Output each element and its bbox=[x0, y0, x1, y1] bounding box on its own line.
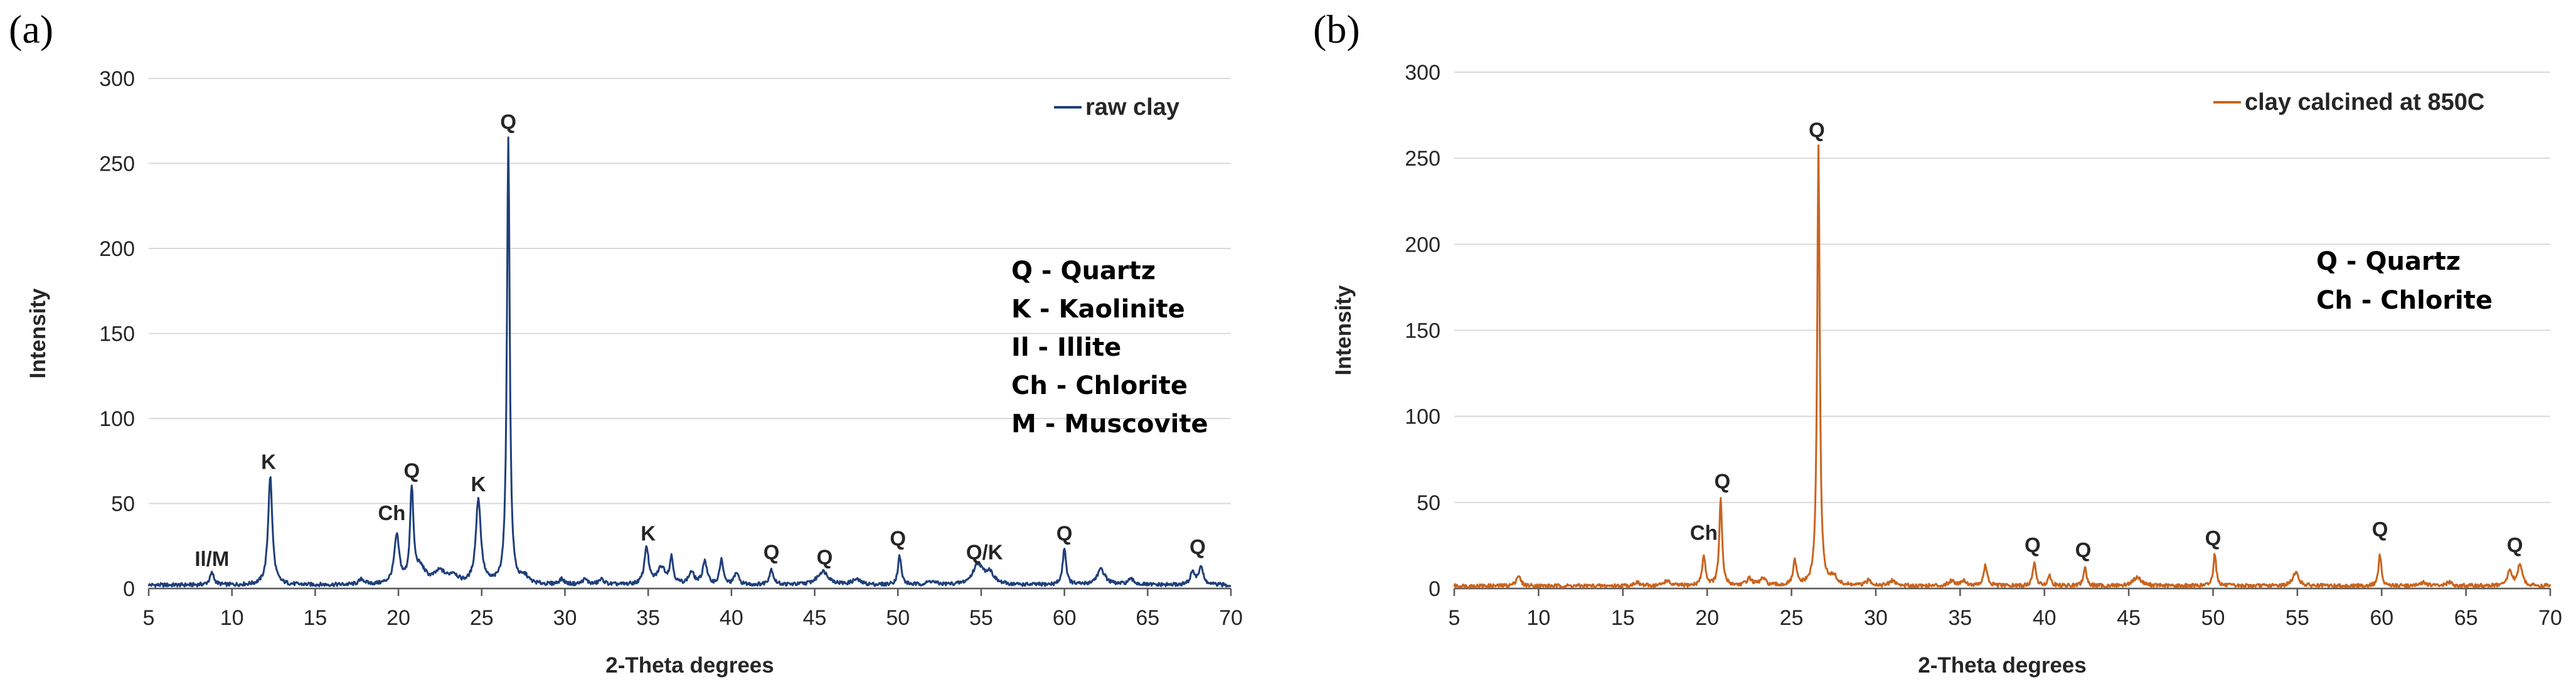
peak-label: Q bbox=[817, 545, 833, 568]
phase-key-entry: Ch - Chlorite bbox=[2316, 286, 2493, 315]
x-tick-label: 25 bbox=[470, 606, 494, 630]
x-tick-label: 30 bbox=[553, 606, 577, 630]
chart-panel-b: 0 50 100 150 200 250 300 5 10 15 20 25 30 35 40 45 50 55 6… bbox=[1313, 7, 2562, 678]
legend-label: clay calcined at 850C bbox=[2245, 89, 2484, 115]
x-tick-label: 5 bbox=[143, 606, 155, 630]
x-tick-label: 25 bbox=[1780, 606, 1804, 630]
peak-label: Ch bbox=[1690, 521, 1718, 545]
y-tick-label: 50 bbox=[1417, 491, 1440, 515]
y-tick-label: 250 bbox=[99, 152, 135, 176]
phase-key-entry: Q - Quartz bbox=[1011, 257, 1156, 285]
x-tick-label: 15 bbox=[1611, 606, 1635, 630]
x-tick-label: 50 bbox=[2201, 606, 2225, 630]
peak-label: Q bbox=[1809, 119, 1825, 142]
x-tick-label: 70 bbox=[2538, 606, 2562, 630]
x-tick-label: 20 bbox=[1695, 606, 1719, 630]
y-tick-label: 300 bbox=[1405, 61, 1440, 85]
peak-label: Q bbox=[2025, 533, 2041, 557]
y-tick-label: 300 bbox=[99, 67, 135, 91]
peak-label: K bbox=[261, 450, 276, 474]
x-tick-label: 55 bbox=[2286, 606, 2309, 630]
x-tick-label: 30 bbox=[1864, 606, 1888, 630]
x-tick-label: 40 bbox=[720, 606, 743, 630]
x-tick-label: 70 bbox=[1219, 606, 1243, 630]
phase-key-entry: Q - Quartz bbox=[2316, 247, 2461, 276]
x-tick-label: 55 bbox=[969, 606, 993, 630]
x-tick-label: 40 bbox=[2033, 606, 2057, 630]
x-tick-label: 45 bbox=[2117, 606, 2141, 630]
peak-label: Q bbox=[764, 540, 780, 563]
x-tick-label: 35 bbox=[1948, 606, 1972, 630]
x-tick-label: 5 bbox=[1449, 606, 1461, 630]
peak-label: Q bbox=[403, 459, 420, 482]
phase-key-entry: K - Kaolinite bbox=[1011, 295, 1185, 324]
series-line-clay-calcined-at-850C bbox=[1453, 144, 2552, 589]
peak-label: Q bbox=[1190, 535, 1206, 558]
chart-panel-a: 0 50 100 150 200 250 300 5 10 15 20 25 30 35 40 45 50 55 6… bbox=[9, 7, 1243, 678]
peak-label: Ch bbox=[378, 501, 405, 525]
x-tick-label: 10 bbox=[220, 606, 244, 630]
peak-label: Q bbox=[2372, 518, 2388, 541]
series-line-raw-clay bbox=[147, 136, 1232, 588]
x-tick-label: 20 bbox=[386, 606, 410, 630]
x-tick-label: 65 bbox=[2454, 606, 2478, 630]
phase-key-entry: M - Muscovite bbox=[1011, 410, 1208, 439]
legend-label: raw clay bbox=[1085, 94, 1179, 120]
y-tick-label: 0 bbox=[1429, 577, 1440, 601]
panel-label: (a) bbox=[9, 7, 53, 51]
x-axis-title: 2-Theta degrees bbox=[1918, 653, 2086, 678]
x-tick-label: 65 bbox=[1136, 606, 1159, 630]
y-tick-label: 100 bbox=[99, 407, 135, 431]
peak-label: Q bbox=[1715, 469, 1731, 493]
peak-label: Q bbox=[2507, 533, 2523, 557]
y-tick-label: 0 bbox=[123, 577, 135, 601]
y-axis-title: Intensity bbox=[26, 288, 50, 378]
phase-key-entry: Ch - Chlorite bbox=[1011, 371, 1188, 400]
y-tick-label: 100 bbox=[1405, 405, 1440, 429]
peak-label: Il/M bbox=[194, 547, 229, 570]
peak-label: K bbox=[471, 472, 486, 496]
peak-label: Q bbox=[2075, 538, 2092, 562]
peak-label: Q bbox=[2205, 526, 2222, 550]
x-tick-label: 60 bbox=[2370, 606, 2393, 630]
y-tick-label: 150 bbox=[99, 322, 135, 346]
peak-label: K bbox=[641, 522, 656, 545]
x-tick-label: 45 bbox=[803, 606, 827, 630]
x-tick-label: 60 bbox=[1053, 606, 1077, 630]
x-axis-title: 2-Theta degrees bbox=[605, 653, 774, 678]
x-tick-label: 10 bbox=[1526, 606, 1550, 630]
peak-label: Q bbox=[500, 110, 516, 134]
y-tick-label: 150 bbox=[1405, 319, 1440, 343]
y-tick-label: 200 bbox=[99, 237, 135, 261]
y-tick-label: 50 bbox=[111, 493, 135, 516]
x-tick-label: 15 bbox=[303, 606, 327, 630]
peak-label: Q bbox=[1056, 522, 1073, 545]
phase-key-entry: Il - Illite bbox=[1011, 333, 1121, 362]
x-tick-label: 35 bbox=[636, 606, 660, 630]
peak-label: Q/K bbox=[966, 540, 1003, 563]
y-tick-label: 250 bbox=[1405, 147, 1440, 171]
y-axis-title: Intensity bbox=[1331, 285, 1356, 375]
peak-label: Q bbox=[890, 527, 906, 550]
panel-label: (b) bbox=[1313, 7, 1360, 51]
x-tick-label: 50 bbox=[886, 606, 910, 630]
y-tick-label: 200 bbox=[1405, 233, 1440, 257]
